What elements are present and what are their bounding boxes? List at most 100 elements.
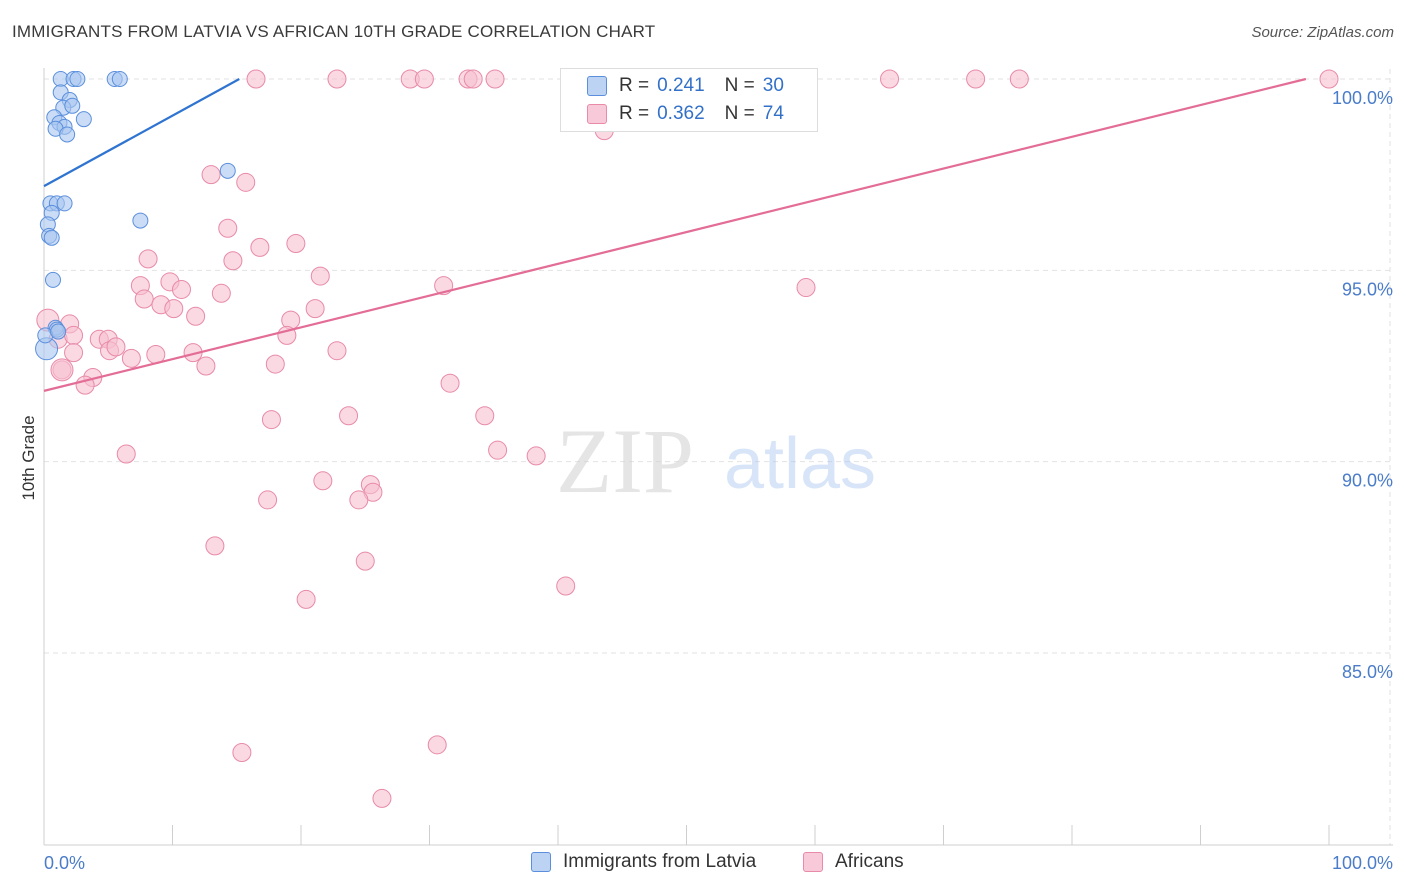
africans-point — [327, 69, 347, 89]
africans-point — [880, 69, 900, 89]
y-tick-label: 85.0% — [1342, 662, 1393, 682]
africans-point — [196, 356, 216, 376]
chart-title: IMMIGRANTS FROM LATVIA VS AFRICAN 10TH G… — [12, 22, 656, 41]
legend-item-latvia[interactable]: Immigrants from Latvia — [531, 851, 756, 873]
africans-point — [232, 742, 252, 762]
series-latvia-points — [35, 71, 236, 361]
africans-point — [427, 735, 447, 755]
africans-trend-line — [43, 77, 1307, 392]
africans-point — [261, 410, 281, 430]
africans-point — [201, 165, 221, 185]
watermark: ZIP atlas — [556, 410, 876, 512]
latvia-point — [75, 111, 92, 128]
latvia-point — [64, 97, 81, 114]
africans-point — [327, 341, 347, 361]
africans-point — [286, 234, 306, 254]
legend-inset-row-africans: R = 0.362 N = 74 — [587, 101, 784, 127]
africans-point — [355, 551, 375, 571]
r-value: 0.241 — [657, 75, 705, 96]
trend-lines — [43, 77, 1307, 392]
legend-inset-row-latvia: R = 0.241 N = 30 — [587, 73, 784, 99]
africans-point — [250, 237, 270, 257]
africans-point — [265, 354, 285, 374]
africans-point — [372, 788, 392, 808]
legend-swatch-blue — [531, 852, 551, 872]
africans-point — [349, 490, 369, 510]
legend-swatch-pink — [803, 852, 823, 872]
n-label: N = — [724, 75, 755, 96]
x-tick-label: 0.0% — [44, 853, 85, 873]
africans-point — [64, 325, 84, 345]
r-label: R = — [619, 103, 650, 124]
latvia-point — [44, 271, 61, 288]
africans-point — [1009, 69, 1029, 89]
africans-point — [488, 440, 508, 460]
africans-point — [305, 299, 325, 319]
legend-inset: R = 0.241 N = 30 R = 0.362 N = 74 — [560, 68, 818, 132]
africans-point — [313, 471, 333, 491]
latvia-point — [56, 195, 73, 212]
y-tick-label: 100.0% — [1332, 88, 1393, 108]
africans-point — [211, 283, 231, 303]
latvia-trend-line — [43, 78, 240, 188]
africans-point — [339, 406, 359, 426]
africans-point — [796, 278, 816, 298]
latvia-point — [59, 126, 76, 143]
axes — [43, 68, 1393, 846]
africans-point — [223, 251, 243, 271]
africans-point — [463, 69, 483, 89]
latvia-point — [69, 71, 86, 87]
africans-point — [116, 444, 136, 464]
latvia-point — [111, 71, 128, 87]
africans-point — [296, 589, 316, 609]
africans-point — [246, 69, 266, 89]
africans-point — [310, 266, 330, 286]
africans-point — [258, 490, 278, 510]
y-axis-label: 10th Grade — [19, 415, 38, 500]
africans-point — [50, 358, 74, 382]
africans-point — [236, 172, 256, 192]
legend-label-latvia: Immigrants from Latvia — [563, 851, 757, 872]
x-tick-label: 100.0% — [1332, 853, 1393, 873]
source-label: Source: ZipAtlas.com — [1251, 24, 1394, 41]
africans-point — [164, 299, 184, 319]
n-value: 74 — [762, 103, 784, 124]
grid-lines — [44, 69, 1391, 845]
y-tick-label: 90.0% — [1342, 471, 1393, 491]
legend-bottom: Immigrants from Latvia Africans — [0, 851, 1406, 877]
africans-point — [106, 337, 126, 357]
legend-label-africans: Africans — [835, 851, 904, 872]
africans-point — [475, 406, 495, 426]
africans-point — [138, 249, 158, 269]
africans-point — [966, 69, 986, 89]
africans-point — [186, 306, 206, 326]
africans-point — [218, 218, 238, 238]
watermark-atlas: atlas — [724, 424, 876, 504]
axis-labels: 85.0% 90.0% 95.0% 100.0% 0.0% 100.0% 10th Grad… — [19, 88, 1393, 873]
legend-inset-swatch-blue — [587, 76, 607, 96]
africans-point — [134, 289, 154, 309]
latvia-point — [50, 323, 67, 340]
africans-point — [205, 536, 225, 556]
africans-point — [171, 279, 191, 299]
n-value: 30 — [762, 75, 784, 96]
r-label: R = — [619, 75, 650, 96]
africans-point — [440, 373, 460, 393]
latvia-point — [219, 162, 236, 179]
legend-inset-swatch-pink — [587, 104, 607, 124]
r-value: 0.362 — [657, 103, 705, 124]
latvia-point — [43, 229, 60, 246]
legend-item-africans[interactable]: Africans — [803, 851, 904, 873]
africans-point — [121, 348, 141, 368]
africans-point — [526, 446, 546, 466]
africans-point — [414, 69, 434, 89]
y-tick-label: 95.0% — [1342, 279, 1393, 299]
latvia-point — [132, 212, 149, 229]
watermark-zip: ZIP — [556, 410, 694, 512]
n-label: N = — [724, 103, 755, 124]
africans-point — [485, 69, 505, 89]
africans-point — [1319, 69, 1339, 89]
africans-point — [64, 343, 84, 363]
africans-point — [556, 576, 576, 596]
